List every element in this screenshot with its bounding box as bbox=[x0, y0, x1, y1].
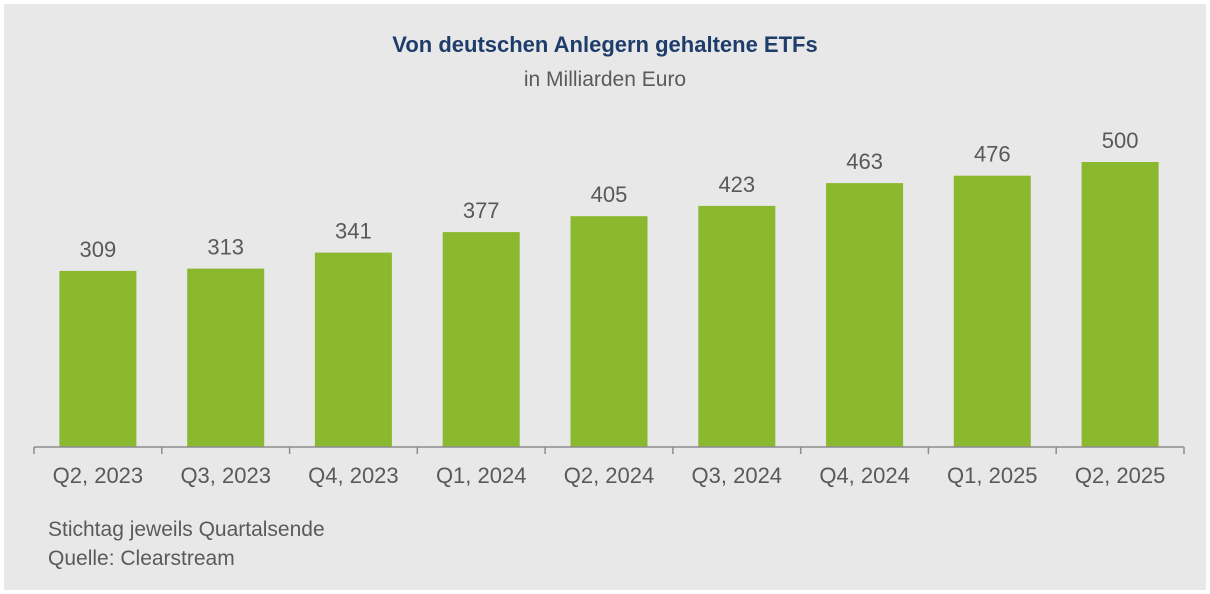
value-label-2: 341 bbox=[335, 219, 372, 244]
value-label-0: 309 bbox=[80, 237, 117, 262]
value-label-8: 500 bbox=[1102, 128, 1139, 153]
bar-0 bbox=[59, 270, 137, 447]
bar-6 bbox=[826, 183, 904, 447]
bar-4 bbox=[570, 216, 648, 447]
category-label-3: Q1, 2024 bbox=[436, 463, 527, 488]
value-label-5: 423 bbox=[718, 172, 755, 197]
bar-2 bbox=[314, 252, 392, 447]
bar-3 bbox=[442, 232, 520, 447]
bar-7 bbox=[953, 175, 1031, 447]
category-label-6: Q4, 2024 bbox=[819, 463, 910, 488]
value-label-6: 463 bbox=[846, 149, 883, 174]
value-label-4: 405 bbox=[591, 182, 628, 207]
category-label-0: Q2, 2023 bbox=[53, 463, 144, 488]
category-label-4: Q2, 2024 bbox=[564, 463, 655, 488]
value-label-1: 313 bbox=[207, 235, 244, 260]
footnote-reference-date: Stichtag jeweils Quartalsende bbox=[48, 518, 325, 541]
category-label-2: Q4, 2023 bbox=[308, 463, 399, 488]
category-label-7: Q1, 2025 bbox=[947, 463, 1038, 488]
category-label-8: Q2, 2025 bbox=[1075, 463, 1166, 488]
value-label-3: 377 bbox=[463, 198, 500, 223]
bar-5 bbox=[698, 205, 776, 447]
chart-panel: Von deutschen Anlegern gehaltene ETFs in… bbox=[4, 4, 1206, 590]
value-label-7: 476 bbox=[974, 142, 1011, 167]
chart-title: Von deutschen Anlegern gehaltene ETFs bbox=[392, 32, 818, 57]
chart-subtitle: in Milliarden Euro bbox=[523, 68, 687, 91]
bar-chart: 309 Q2, 2023 313 Q3, 2023 341 Q4, 2023 377 Q1, … bbox=[33, 128, 1185, 488]
bar-1 bbox=[187, 268, 265, 447]
category-label-1: Q3, 2023 bbox=[180, 463, 271, 488]
footnote-source: Quelle: Clearstream bbox=[48, 547, 235, 570]
category-label-5: Q3, 2024 bbox=[692, 463, 783, 488]
bar-8 bbox=[1081, 162, 1159, 447]
